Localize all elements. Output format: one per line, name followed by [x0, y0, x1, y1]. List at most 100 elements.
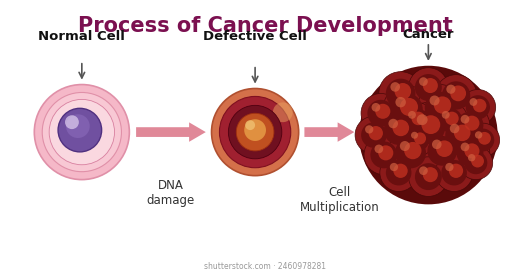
Circle shape [445, 120, 475, 150]
Circle shape [478, 132, 491, 145]
Circle shape [445, 112, 458, 125]
FancyArrowPatch shape [136, 122, 206, 142]
Circle shape [421, 115, 440, 134]
Circle shape [380, 154, 418, 192]
Circle shape [436, 141, 453, 157]
Circle shape [361, 122, 387, 148]
Circle shape [456, 139, 483, 166]
Circle shape [58, 108, 102, 152]
Circle shape [66, 114, 90, 138]
Circle shape [475, 131, 482, 139]
Circle shape [388, 130, 434, 176]
Text: Cell
Multiplication: Cell Multiplication [299, 186, 379, 214]
Circle shape [438, 108, 462, 132]
Text: Process of Cancer Development: Process of Cancer Development [77, 16, 453, 36]
Circle shape [219, 96, 291, 168]
Circle shape [470, 98, 478, 106]
Circle shape [394, 83, 411, 100]
Circle shape [399, 102, 434, 138]
Circle shape [418, 85, 463, 130]
Circle shape [367, 100, 394, 127]
Circle shape [445, 163, 454, 171]
Circle shape [441, 160, 467, 185]
Circle shape [393, 120, 409, 136]
Circle shape [273, 102, 293, 122]
Circle shape [391, 82, 400, 92]
Circle shape [359, 66, 498, 204]
Circle shape [42, 92, 121, 172]
Circle shape [420, 129, 464, 173]
FancyArrowPatch shape [304, 122, 354, 142]
Circle shape [414, 132, 426, 144]
Circle shape [391, 93, 423, 125]
Circle shape [404, 102, 453, 152]
Circle shape [438, 113, 482, 157]
Circle shape [355, 116, 393, 154]
Circle shape [404, 142, 421, 159]
Circle shape [386, 79, 416, 108]
Circle shape [211, 88, 299, 176]
Circle shape [432, 139, 441, 149]
Circle shape [365, 125, 373, 134]
Circle shape [468, 154, 475, 162]
Circle shape [411, 112, 425, 125]
Circle shape [377, 108, 420, 152]
Circle shape [403, 124, 434, 156]
Circle shape [245, 120, 255, 130]
Circle shape [415, 163, 442, 190]
Circle shape [461, 143, 470, 151]
Circle shape [390, 163, 398, 171]
Circle shape [419, 166, 428, 175]
Circle shape [429, 95, 439, 106]
Circle shape [471, 129, 494, 151]
Circle shape [384, 115, 413, 145]
Text: shutterstock.com · 2460978281: shutterstock.com · 2460978281 [204, 262, 326, 271]
Circle shape [442, 81, 470, 109]
Circle shape [395, 97, 406, 108]
Circle shape [450, 124, 460, 133]
Circle shape [386, 160, 411, 185]
Circle shape [459, 146, 493, 179]
Circle shape [379, 72, 422, 115]
Circle shape [473, 99, 487, 112]
Circle shape [409, 157, 448, 197]
Circle shape [370, 141, 398, 168]
Circle shape [236, 113, 274, 151]
Circle shape [434, 96, 451, 114]
Circle shape [228, 105, 282, 159]
Circle shape [446, 85, 455, 94]
Circle shape [361, 94, 401, 133]
Circle shape [464, 143, 480, 158]
Circle shape [388, 119, 398, 128]
Circle shape [383, 86, 430, 133]
Circle shape [466, 123, 500, 157]
Circle shape [404, 108, 429, 132]
Circle shape [442, 111, 449, 119]
Text: Defective Cell: Defective Cell [203, 30, 307, 43]
Circle shape [423, 167, 438, 182]
Circle shape [450, 105, 490, 145]
Circle shape [408, 111, 416, 119]
Circle shape [411, 132, 418, 139]
Circle shape [464, 151, 487, 174]
Circle shape [49, 99, 114, 165]
Circle shape [419, 77, 428, 86]
Circle shape [395, 137, 426, 168]
Text: DNA
damage: DNA damage [147, 179, 195, 207]
Text: Cancer: Cancer [403, 28, 454, 41]
Circle shape [471, 155, 484, 167]
Circle shape [372, 103, 380, 112]
Circle shape [375, 144, 383, 153]
Circle shape [450, 133, 490, 173]
Circle shape [466, 95, 490, 120]
Circle shape [423, 78, 438, 93]
Circle shape [450, 85, 466, 101]
Circle shape [415, 74, 442, 101]
Circle shape [65, 115, 79, 129]
Circle shape [435, 75, 477, 116]
Circle shape [411, 110, 445, 144]
Circle shape [464, 116, 480, 131]
Circle shape [369, 126, 383, 140]
Circle shape [409, 68, 448, 107]
Circle shape [425, 92, 456, 123]
